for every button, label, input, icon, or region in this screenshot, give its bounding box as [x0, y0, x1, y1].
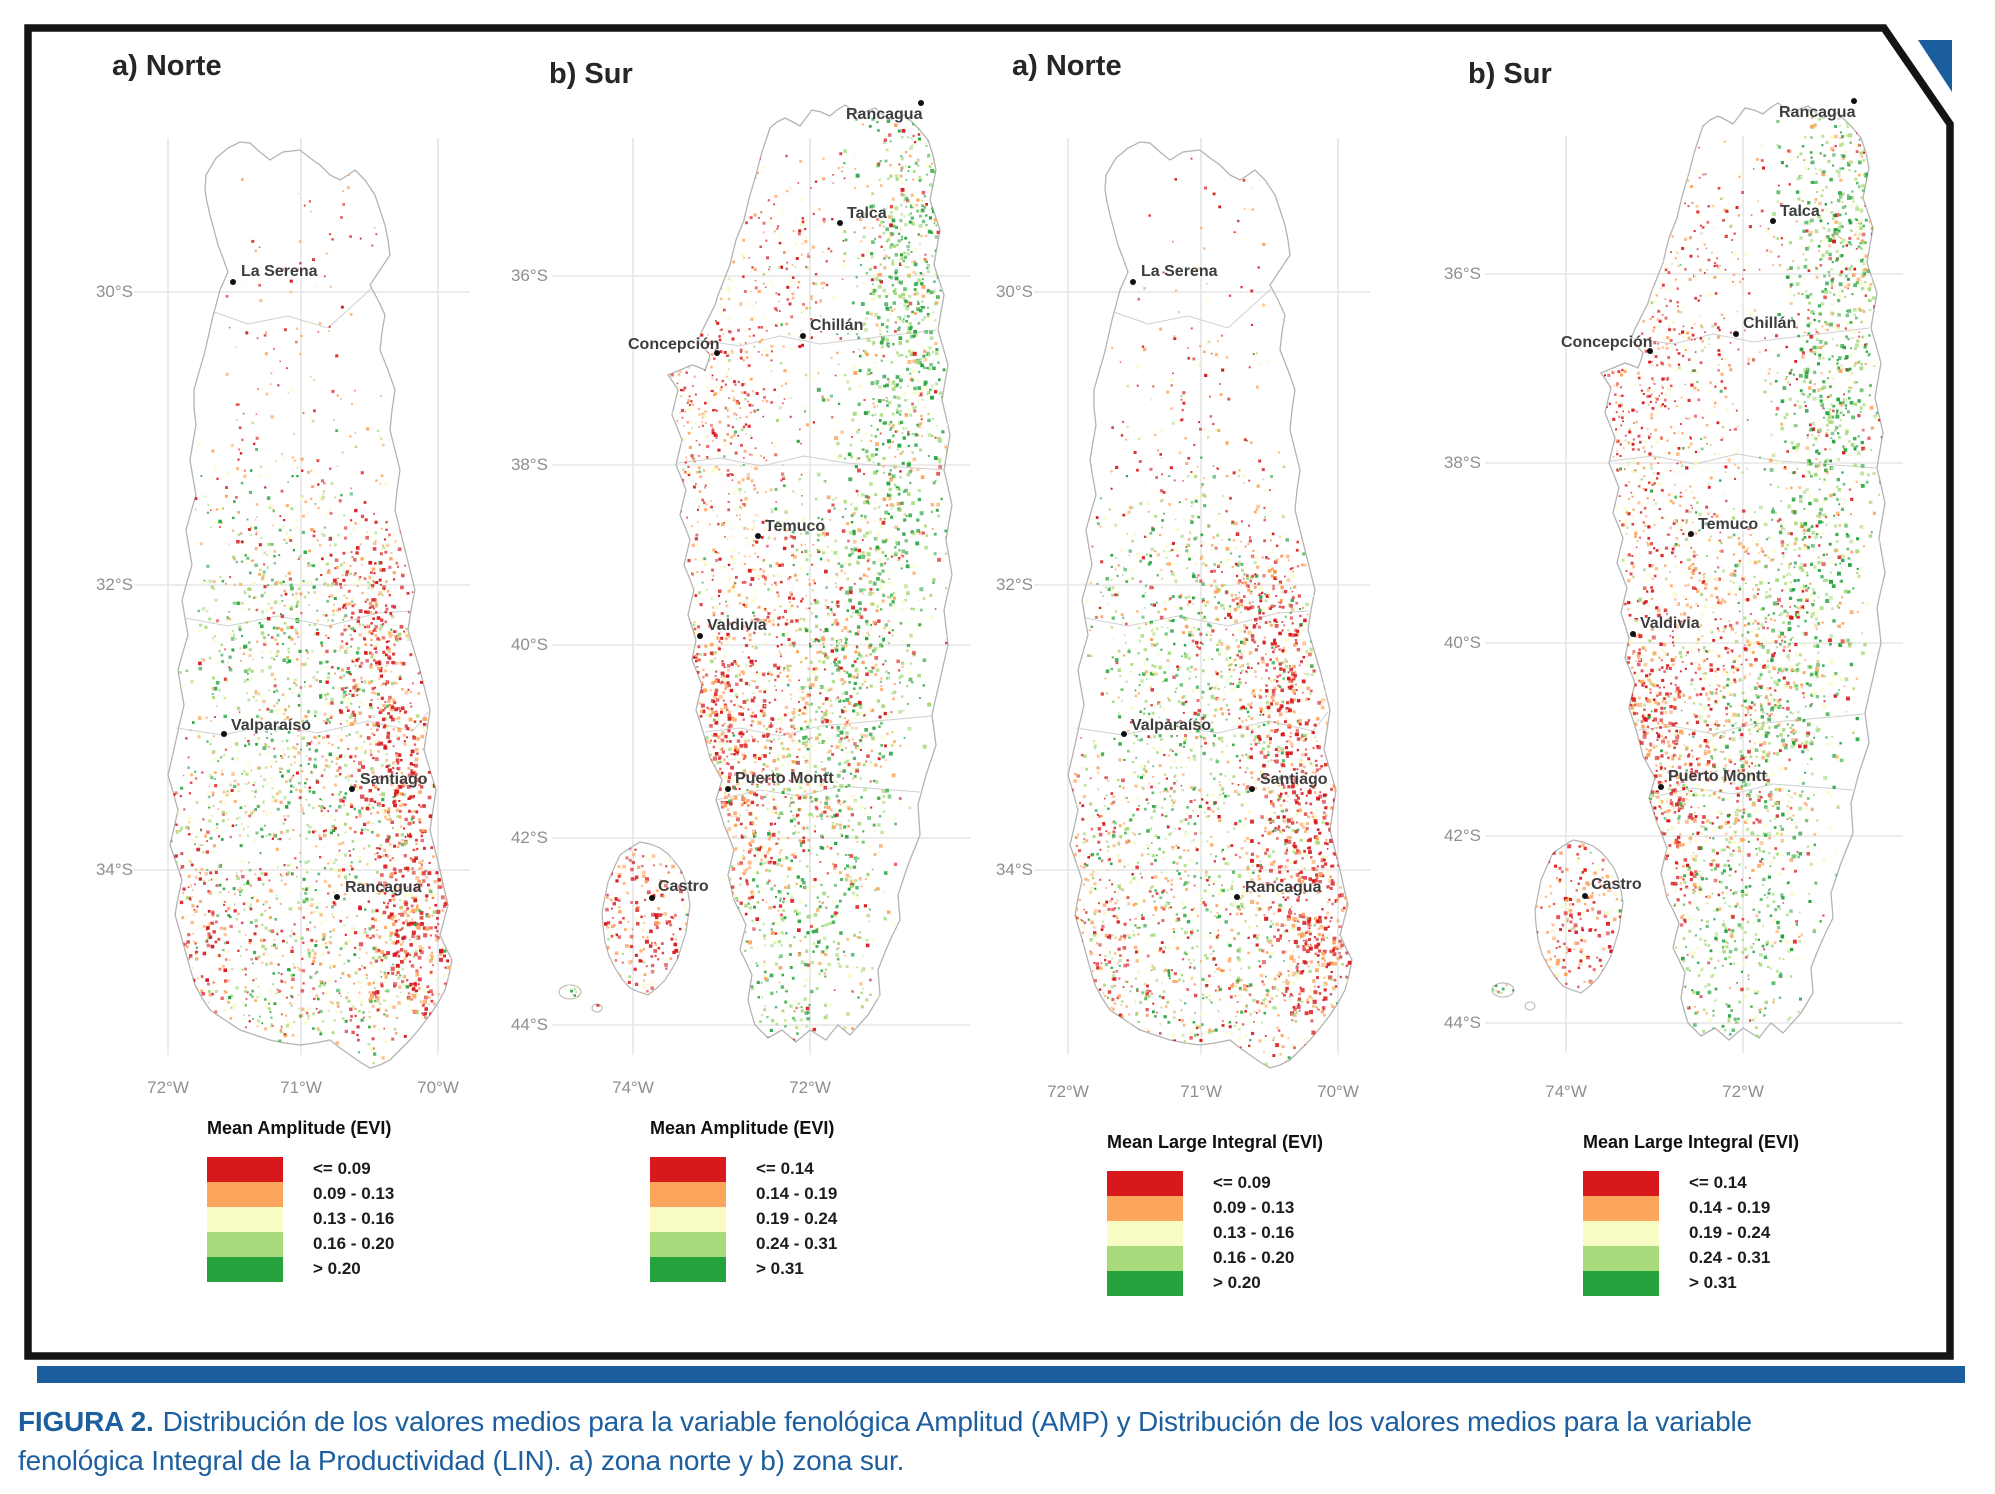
city-label: Puerto Montt — [1668, 768, 1767, 785]
legend-swatch — [1583, 1171, 1659, 1196]
legend-swatch — [1583, 1271, 1659, 1296]
legend-swatch — [1583, 1246, 1659, 1271]
lat-tick-label: 36°S — [1443, 264, 1481, 283]
lat-tick-label: 42°S — [1443, 826, 1481, 845]
caption-text-line1: Distribución de los valores medios para … — [162, 1406, 1752, 1437]
city-dot — [1630, 631, 1636, 637]
legend-class-label: > 0.31 — [1689, 1273, 1737, 1292]
legend-swatch — [1583, 1221, 1659, 1246]
city-dot — [1582, 893, 1588, 899]
legend-class-label: 0.19 - 0.24 — [1689, 1223, 1771, 1242]
city-label: Temuco — [1698, 516, 1759, 533]
city-dot — [1688, 531, 1694, 537]
legend-class-label: 0.24 - 0.31 — [1689, 1248, 1771, 1267]
city-dot — [1770, 218, 1776, 224]
map-sur-large-integral — [1485, 102, 1903, 1053]
lat-tick-label: 40°S — [1443, 633, 1481, 652]
caption-label: FIGURA 2. — [18, 1406, 154, 1437]
city-dot — [1733, 331, 1739, 337]
lon-tick-label: 72°W — [1722, 1082, 1764, 1101]
panel-sur-large-integral: b) Sur Mean Large Integral (EVI) 36°S 38°… — [1443, 58, 1903, 1296]
figure-caption: FIGURA 2. Distribución de los valores med… — [18, 1402, 1986, 1480]
city-dot — [1658, 784, 1664, 790]
lon-tick-label: 74°W — [1545, 1082, 1587, 1101]
legend-class-label: 0.14 - 0.19 — [1689, 1198, 1771, 1217]
city-label: Concepción — [1561, 334, 1653, 351]
legend-class-label: <= 0.14 — [1689, 1173, 1747, 1192]
city-label: Castro — [1591, 876, 1642, 893]
city-label: Talca — [1780, 203, 1820, 220]
city-label: Chillán — [1743, 315, 1797, 332]
lat-tick-label: 44°S — [1443, 1013, 1481, 1032]
city-label: Valdivia — [1640, 615, 1700, 632]
city-label: Rancagua — [1779, 104, 1856, 121]
lat-tick-label: 38°S — [1443, 453, 1481, 472]
caption-text-line2: fenológica Integral de la Productividad … — [18, 1445, 905, 1476]
legend-swatch — [1583, 1196, 1659, 1221]
legend-title: Mean Large Integral (EVI) — [1583, 1132, 1800, 1152]
